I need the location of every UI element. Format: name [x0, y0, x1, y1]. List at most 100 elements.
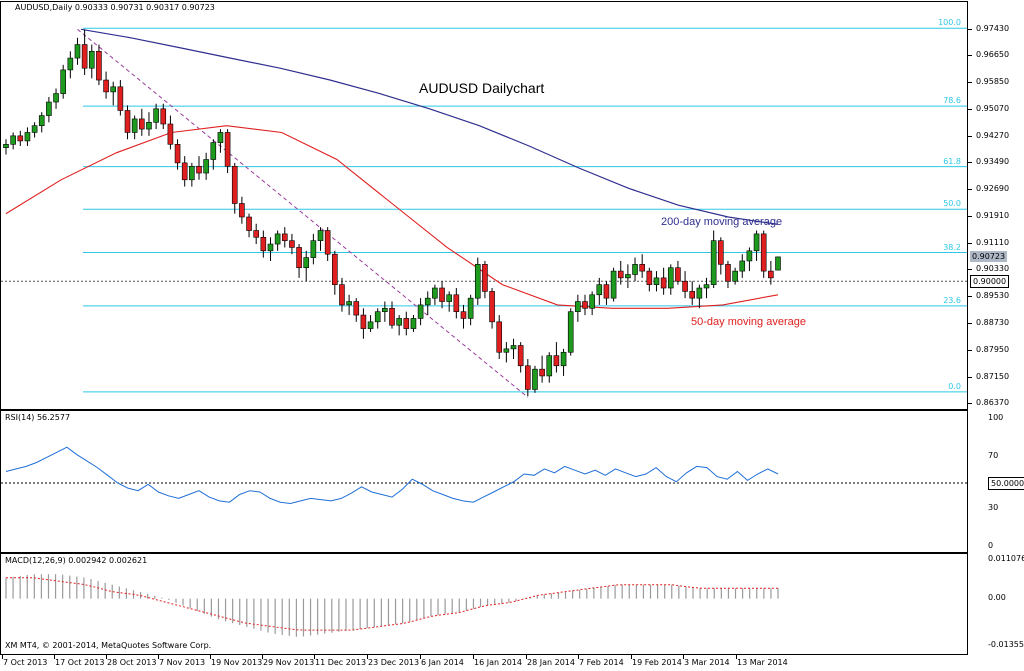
rsi-axis-label: 100: [988, 413, 1004, 422]
time-axis-label: 13 Mar 2014: [737, 658, 788, 667]
candle: [582, 294, 588, 316]
price-axis-tick: [968, 269, 972, 271]
price-axis-label: 0.88730: [976, 318, 1010, 328]
price-axis-label: 0.95070: [976, 103, 1010, 113]
candle: [467, 294, 474, 326]
candle: [303, 250, 310, 282]
candle: [753, 230, 760, 261]
price-axis-tick: [968, 29, 972, 30]
candle: [710, 230, 717, 289]
candle: [725, 260, 731, 289]
candle: [339, 277, 345, 312]
time-axis-tick: [420, 655, 421, 659]
candle: [532, 365, 538, 393]
candle: [324, 227, 331, 261]
candle: [589, 291, 595, 316]
candle: [667, 264, 674, 295]
time-axis-label: 3 Mar 2014: [684, 658, 730, 667]
candle: [88, 44, 95, 79]
price-axis-tick: [968, 162, 972, 164]
candle: [546, 352, 553, 383]
candle: [460, 304, 467, 329]
rsi-axis[interactable]: 100 70 30 0 50.00000: [968, 410, 1024, 553]
candle: [160, 103, 167, 130]
candle: [139, 108, 145, 136]
price-axis-label: 0.89530: [976, 291, 1010, 301]
price-axis-label: 0.91910: [976, 210, 1010, 220]
candle: [432, 284, 438, 305]
candle: [396, 315, 402, 336]
candle: [639, 254, 645, 278]
fib-level-label: 0.0: [948, 381, 961, 391]
candle: [732, 267, 738, 285]
candle: [210, 139, 217, 170]
rsi-level-marker: 50.00000: [988, 477, 1024, 490]
candle: [682, 271, 688, 299]
price-axis-label: 0.93490: [976, 157, 1010, 167]
candle: [403, 311, 410, 336]
macd-axis[interactable]: 0.011076 0.00 -0.013553: [968, 553, 1024, 655]
macd-canvas[interactable]: [1, 554, 967, 654]
price-axis-tick: [968, 242, 972, 244]
candle: [117, 80, 124, 116]
candle: [360, 308, 367, 339]
ma200-annotation: 200-day moving average: [661, 216, 783, 228]
candle: [153, 103, 159, 130]
price-axis-tick: [968, 108, 972, 110]
price-axis-label: 0.95850: [976, 77, 1010, 87]
candle: [231, 162, 238, 214]
macd-axis-label: 0.011076: [988, 554, 1024, 563]
price-axis-tick: [968, 215, 972, 217]
fib-level-label: 78.6: [943, 96, 961, 106]
candle: [424, 291, 431, 316]
candle: [453, 288, 460, 319]
price-axis-tick: [968, 55, 972, 57]
candle: [289, 233, 295, 255]
time-axis-label: 28 Oct 2013: [107, 658, 157, 667]
candle: [60, 64, 66, 99]
time-axis-label: 17 Oct 2013: [55, 658, 105, 667]
candle: [675, 260, 681, 285]
candle: [689, 281, 696, 305]
price-axis-tick: [968, 135, 972, 137]
macd-axis-label: -0.013553: [988, 640, 1024, 649]
time-axis-tick: [158, 655, 159, 659]
candle: [539, 355, 545, 383]
rsi-axis-label: 0: [988, 541, 994, 550]
candle: [503, 342, 510, 363]
macd-panel[interactable]: MACD(12,26,9) 0.002942 0.002621 XM MT4, …: [0, 553, 968, 655]
candle: [768, 260, 774, 285]
candle: [317, 227, 324, 251]
time-axis-label: 7 Feb 2014: [579, 658, 624, 667]
candle: [17, 130, 24, 146]
candle: [239, 196, 245, 224]
time-axis-tick: [2, 655, 3, 659]
candle: [267, 237, 274, 261]
candle: [103, 71, 109, 99]
candle: [660, 267, 667, 295]
price-axis[interactable]: 0.97430 0.96650 0.95850 0.95070 0.94270 0.934…: [968, 1, 1024, 410]
ma200-line: [80, 28, 779, 225]
price-axis-tick: [968, 376, 972, 378]
fib-level-label: 50.0: [943, 199, 961, 209]
time-axis-label: 11 Dec 2013: [315, 658, 367, 667]
candle: [489, 288, 495, 329]
fib-level-label: 100.0: [938, 18, 961, 28]
price-chart-panel[interactable]: AUDUSD,Daily 0.90333 0.90731 0.90317 0.9…: [0, 1, 968, 410]
price-axis-label: 0.87150: [976, 371, 1010, 381]
price-chart-canvas[interactable]: [1, 2, 967, 409]
candle: [610, 267, 617, 302]
time-axis-tick: [683, 655, 684, 659]
candle: [603, 281, 610, 305]
candle: [96, 44, 102, 86]
candle: [760, 230, 767, 278]
rsi-canvas[interactable]: [1, 411, 967, 552]
price-axis-label: 0.90330: [976, 264, 1010, 274]
candle: [310, 233, 317, 265]
candle: [46, 96, 52, 123]
candle: [389, 301, 395, 329]
rsi-panel[interactable]: RSI(14) 56.2577: [0, 410, 968, 553]
candle: [482, 260, 488, 299]
chart-title: AUDUSD Dailychart: [419, 80, 545, 96]
time-axis[interactable]: 7 Oct 2013 17 Oct 2013 28 Oct 2013 7 Nov 20…: [0, 655, 968, 671]
